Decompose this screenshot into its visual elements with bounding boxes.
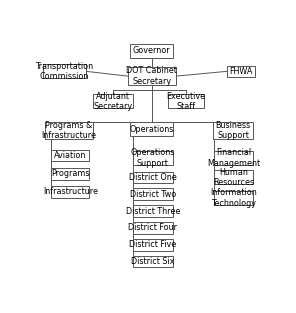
FancyBboxPatch shape	[133, 222, 173, 234]
Text: Information
Technology: Information Technology	[210, 188, 257, 208]
Text: Financial
Management: Financial Management	[207, 148, 260, 168]
FancyBboxPatch shape	[133, 205, 173, 217]
FancyBboxPatch shape	[131, 122, 173, 136]
FancyBboxPatch shape	[93, 95, 133, 108]
Text: District Six: District Six	[131, 257, 175, 266]
Text: Operations: Operations	[130, 125, 174, 134]
FancyBboxPatch shape	[51, 186, 89, 198]
Text: Executive
Staff: Executive Staff	[167, 92, 206, 111]
Text: Programs: Programs	[51, 169, 89, 178]
FancyBboxPatch shape	[51, 150, 89, 162]
FancyBboxPatch shape	[168, 95, 204, 108]
FancyBboxPatch shape	[133, 172, 173, 183]
FancyBboxPatch shape	[128, 67, 176, 85]
FancyBboxPatch shape	[133, 256, 173, 268]
Text: Business
Support: Business Support	[215, 121, 251, 140]
Text: Governor: Governor	[133, 46, 170, 55]
FancyBboxPatch shape	[214, 191, 253, 205]
FancyBboxPatch shape	[227, 65, 255, 77]
Text: Aviation: Aviation	[54, 151, 86, 160]
Text: Adjutant
Secretary: Adjutant Secretary	[93, 92, 132, 111]
FancyBboxPatch shape	[43, 64, 86, 78]
Text: District Two: District Two	[130, 190, 176, 199]
FancyBboxPatch shape	[51, 168, 89, 180]
Text: District Three: District Three	[126, 207, 180, 216]
Text: District Four: District Four	[128, 223, 177, 233]
Text: Infrastructure: Infrastructure	[43, 187, 98, 196]
FancyBboxPatch shape	[213, 122, 253, 139]
FancyBboxPatch shape	[130, 44, 173, 58]
Text: Transportation
Commission: Transportation Commission	[36, 62, 94, 81]
Text: FHWA: FHWA	[229, 67, 253, 76]
Text: Programs &
Infrastructure: Programs & Infrastructure	[42, 121, 96, 140]
Text: District Five: District Five	[129, 240, 176, 249]
FancyBboxPatch shape	[214, 170, 253, 184]
FancyBboxPatch shape	[45, 122, 93, 139]
Text: Operations
Support: Operations Support	[131, 148, 175, 168]
FancyBboxPatch shape	[214, 151, 253, 165]
FancyBboxPatch shape	[133, 239, 173, 251]
FancyBboxPatch shape	[133, 188, 173, 200]
Text: District One: District One	[129, 173, 177, 182]
FancyBboxPatch shape	[133, 151, 173, 165]
Text: DOT Cabinet
Secretary: DOT Cabinet Secretary	[126, 66, 177, 86]
Text: Human
Resources: Human Resources	[213, 168, 254, 187]
